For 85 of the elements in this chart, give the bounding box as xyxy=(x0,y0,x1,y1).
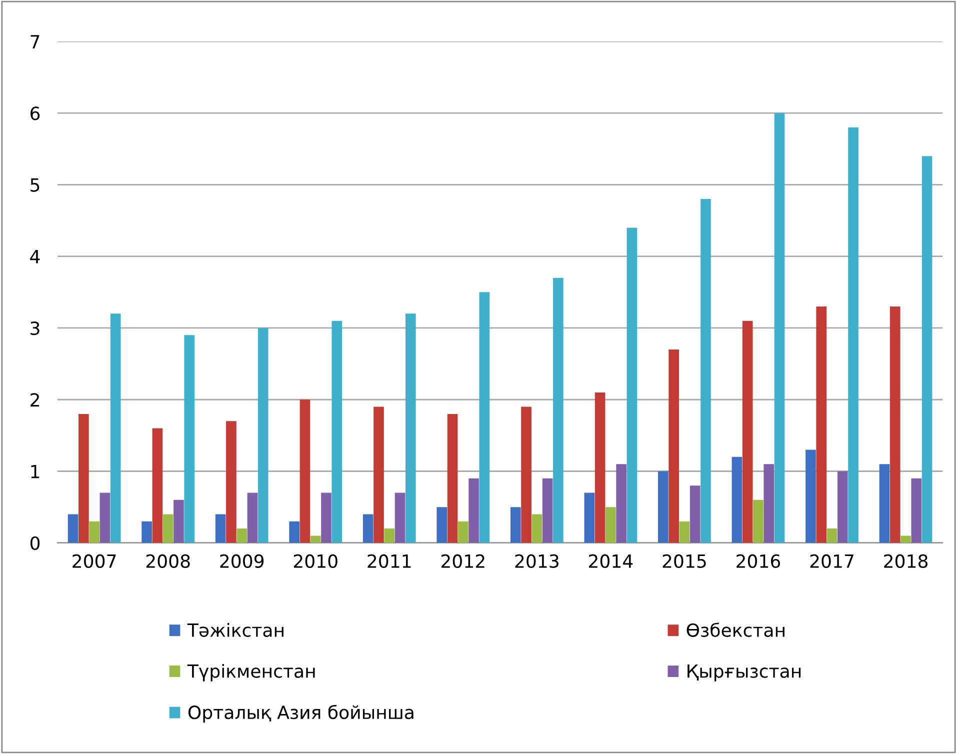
x-tick-label: 2016 xyxy=(736,554,780,568)
bar xyxy=(826,528,838,543)
bar xyxy=(532,514,542,543)
bar xyxy=(258,328,268,543)
x-tick-label: 2009 xyxy=(220,554,264,568)
bar xyxy=(310,536,321,543)
bar xyxy=(626,228,638,543)
x-tick-label: 2017 xyxy=(810,554,854,568)
y-tick-label: 2 xyxy=(30,393,39,406)
bar xyxy=(679,521,690,543)
x-tick-label: 2007 xyxy=(72,554,116,568)
bar xyxy=(468,478,479,543)
bar xyxy=(616,464,626,543)
bar xyxy=(374,406,384,543)
bar xyxy=(405,314,416,543)
bar xyxy=(110,314,121,543)
bar xyxy=(68,514,78,543)
x-tick-label: 2011 xyxy=(368,554,411,568)
bar xyxy=(700,199,711,543)
x-tick-label: 2012 xyxy=(441,554,484,568)
legend-label: Қырғызстан xyxy=(688,664,801,682)
bar xyxy=(837,471,848,543)
bar xyxy=(458,521,468,543)
y-tick-label: 1 xyxy=(31,464,40,478)
bar xyxy=(289,521,300,543)
bar xyxy=(215,514,226,543)
bar xyxy=(584,492,595,543)
bar xyxy=(162,514,174,543)
bar xyxy=(922,156,932,543)
bar xyxy=(753,500,764,543)
bar xyxy=(658,471,668,543)
x-tick-label: 2014 xyxy=(589,554,633,568)
legend-label: Өзбекстан xyxy=(686,622,784,637)
bar xyxy=(447,414,458,543)
y-tick-label: 7 xyxy=(30,35,40,48)
bar xyxy=(774,113,785,543)
bar xyxy=(300,400,310,543)
bar xyxy=(174,500,184,543)
x-tick-label: 2015 xyxy=(662,554,706,568)
x-tick-label: 2010 xyxy=(294,554,338,568)
bar xyxy=(764,464,774,543)
y-tick-label: 0 xyxy=(30,536,40,550)
bar xyxy=(606,507,616,543)
bar xyxy=(900,536,911,543)
legend-label: Түрікменстан xyxy=(187,664,315,682)
bar xyxy=(332,320,342,543)
x-tick-label: 2008 xyxy=(146,554,190,568)
bar xyxy=(848,127,858,543)
bar xyxy=(142,521,152,543)
bar xyxy=(542,478,553,543)
bar xyxy=(479,292,490,543)
bar xyxy=(594,392,606,543)
bar xyxy=(911,478,922,543)
bar xyxy=(668,349,679,543)
bar xyxy=(100,492,110,543)
x-tick-label: 2013 xyxy=(515,554,558,568)
bar xyxy=(89,521,100,543)
bar xyxy=(436,507,448,543)
y-tick-label: 4 xyxy=(30,250,40,264)
bar xyxy=(521,406,532,543)
bar xyxy=(510,507,521,543)
x-tick-label: 2018 xyxy=(884,554,928,568)
bar xyxy=(321,492,332,543)
legend-label: Тәжікстан xyxy=(187,622,284,637)
bar xyxy=(879,464,890,543)
bar xyxy=(816,306,827,543)
bar xyxy=(152,428,163,543)
bar xyxy=(732,456,742,543)
bar xyxy=(384,528,395,543)
bar xyxy=(690,486,700,543)
bar xyxy=(226,421,236,543)
bar xyxy=(890,306,900,543)
y-tick-label: 3 xyxy=(30,321,40,336)
bar xyxy=(394,492,406,543)
legend-label: Орталық Азия бойынша xyxy=(188,704,414,723)
bar xyxy=(806,450,816,543)
bar xyxy=(362,514,374,543)
y-tick-label: 5 xyxy=(30,178,40,192)
bar xyxy=(184,335,195,543)
bar xyxy=(247,492,258,543)
bar xyxy=(78,414,89,543)
bar xyxy=(742,320,753,543)
bar xyxy=(553,278,564,543)
y-tick-label: 6 xyxy=(30,106,40,120)
bar xyxy=(236,528,248,543)
